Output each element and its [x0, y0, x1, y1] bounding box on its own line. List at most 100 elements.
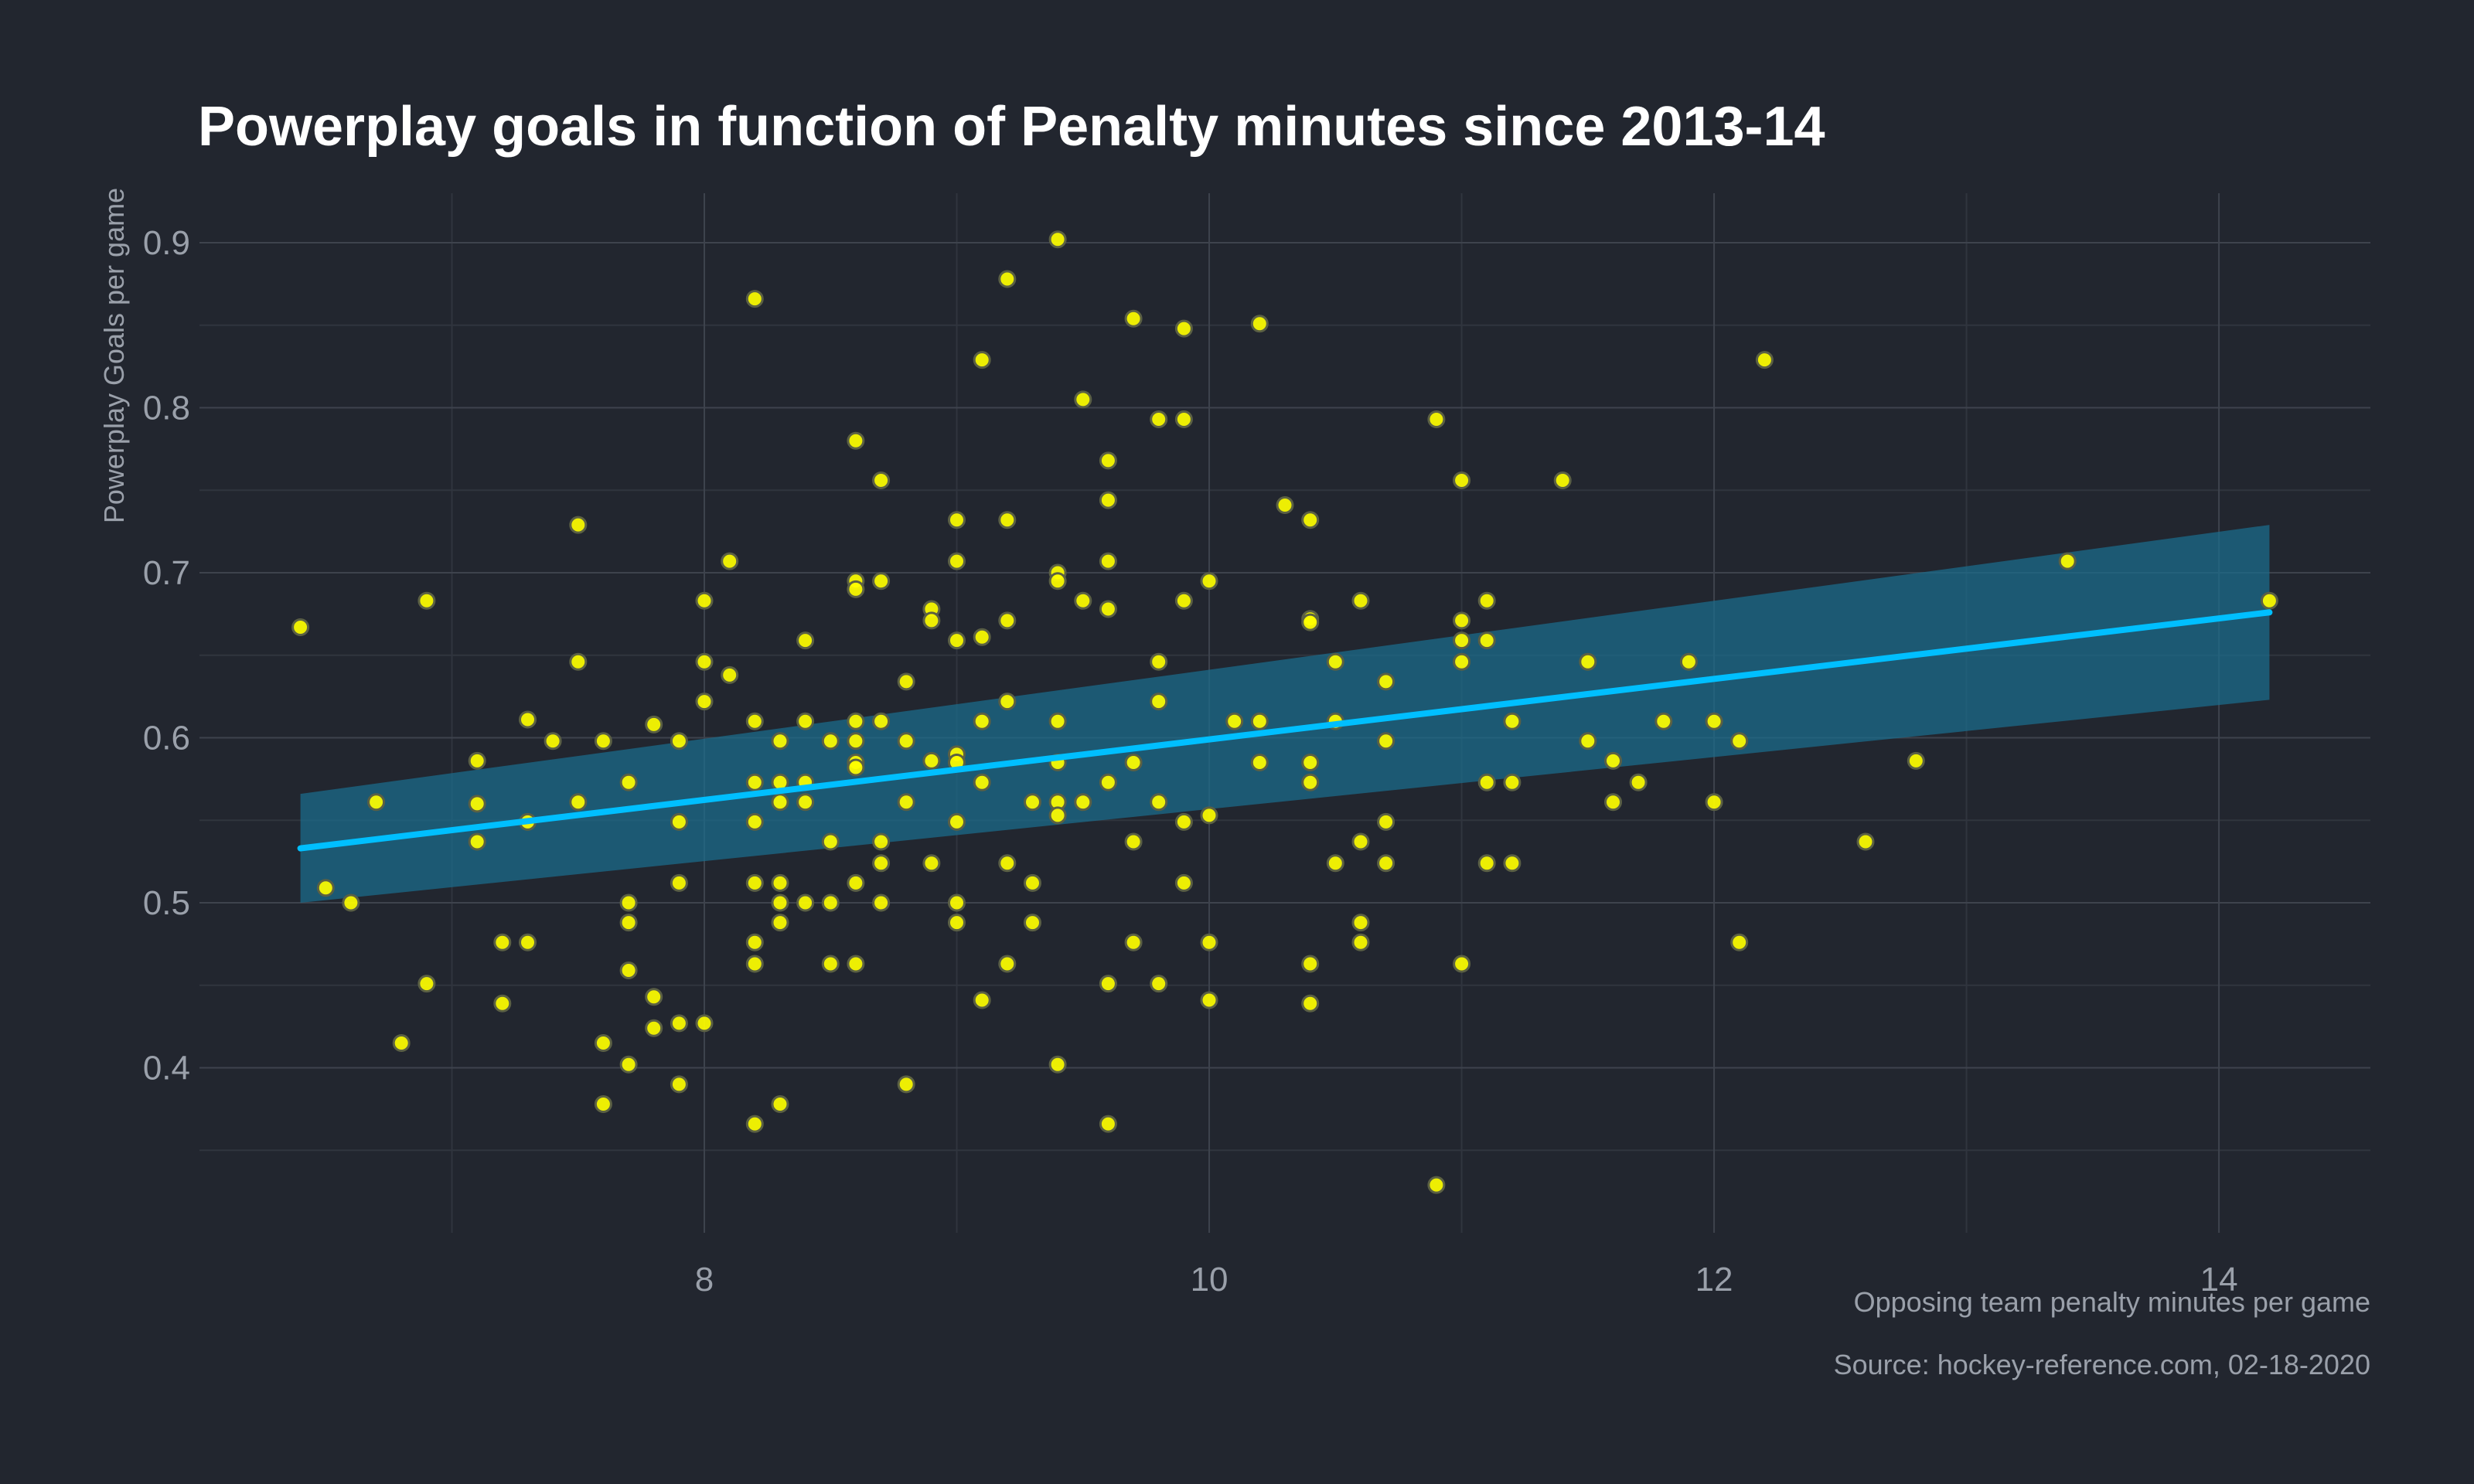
confidence-band [300, 525, 2270, 903]
data-point [1503, 854, 1522, 873]
data-point [897, 1075, 915, 1094]
data-point [1024, 873, 1041, 892]
data-point [544, 732, 562, 751]
chart-title: Powerplay goals in function of Penalty m… [198, 96, 1825, 158]
data-point [1301, 613, 1320, 631]
data-point [1301, 511, 1320, 529]
data-point [1377, 672, 1395, 691]
data-point [1301, 773, 1320, 791]
data-point [1048, 572, 1067, 591]
data-point [594, 1034, 612, 1052]
source-caption: Source: hockey-reference.com, 02-18-2020 [1834, 1349, 2370, 1380]
data-point [468, 795, 486, 813]
data-point [1174, 812, 1193, 831]
data-point [594, 1095, 612, 1113]
data-point [1453, 652, 1471, 671]
data-point [2260, 591, 2278, 610]
data-point [1301, 955, 1320, 973]
data-point [973, 351, 991, 369]
data-point [821, 955, 840, 973]
data-point [1453, 955, 1471, 973]
data-point [493, 994, 512, 1013]
data-point [1377, 812, 1395, 831]
data-point [998, 693, 1017, 711]
data-point [619, 914, 638, 932]
data-point [1301, 994, 1320, 1013]
data-point [392, 1034, 411, 1052]
data-point [695, 591, 714, 610]
data-point [796, 631, 815, 650]
data-point [1453, 611, 1471, 630]
data-point [771, 732, 789, 751]
data-point [1225, 712, 1244, 730]
data-point [948, 914, 966, 932]
data-point [1250, 754, 1269, 771]
data-point [1503, 712, 1522, 730]
data-point [796, 712, 815, 730]
data-point [1150, 652, 1168, 671]
data-point [1099, 773, 1117, 791]
data-point [695, 652, 714, 671]
data-point [670, 873, 688, 892]
data-point [1150, 975, 1168, 993]
y-tick-label: 0.9 [143, 224, 190, 262]
data-point [1503, 773, 1522, 791]
data-point [670, 1075, 688, 1094]
data-point [973, 628, 991, 646]
data-point [1654, 712, 1673, 730]
data-point [1024, 793, 1041, 812]
data-point [821, 893, 840, 912]
data-point [1124, 933, 1143, 951]
data-point [670, 1014, 688, 1033]
data-point [291, 618, 310, 636]
confidence-band-layer [300, 525, 2270, 903]
data-point [821, 732, 840, 751]
data-point [745, 712, 764, 730]
data-point [1200, 991, 1218, 1009]
data-point [594, 732, 612, 751]
data-point [1351, 933, 1370, 951]
data-point [519, 710, 537, 729]
data-point [1074, 591, 1092, 610]
data-point [948, 631, 966, 650]
data-point [872, 572, 891, 591]
data-point [1604, 751, 1622, 770]
point-layer [291, 230, 2278, 1194]
data-point [1099, 600, 1117, 618]
data-point [1377, 854, 1395, 873]
data-point [569, 652, 588, 671]
data-point [1150, 410, 1168, 428]
data-point [897, 732, 915, 751]
data-point [745, 290, 764, 308]
data-point [1099, 491, 1117, 509]
data-point [619, 773, 638, 791]
data-point [745, 1115, 764, 1133]
data-point [1174, 410, 1193, 428]
y-tick-label: 0.5 [143, 884, 190, 922]
data-point [745, 812, 764, 831]
data-point [1477, 631, 1496, 650]
data-point [872, 471, 891, 489]
data-point [1099, 975, 1117, 993]
data-point [998, 511, 1017, 529]
data-point [948, 893, 966, 912]
data-point [745, 933, 764, 951]
data-point [998, 270, 1017, 288]
data-point [998, 955, 1017, 973]
data-point [922, 611, 941, 630]
y-tick-label: 0.6 [143, 720, 190, 757]
data-point [1326, 854, 1344, 873]
data-point [1074, 793, 1092, 812]
data-point [1174, 873, 1193, 892]
data-point [1755, 351, 1774, 369]
data-point [948, 552, 966, 570]
data-point [745, 873, 764, 892]
data-point [417, 591, 436, 610]
data-point [468, 751, 486, 770]
data-point [872, 854, 891, 873]
data-point [1124, 832, 1143, 851]
regression-line [297, 609, 2273, 852]
data-point [1477, 854, 1496, 873]
x-tick-label: 14 [2200, 1261, 2238, 1298]
data-point [872, 712, 891, 730]
